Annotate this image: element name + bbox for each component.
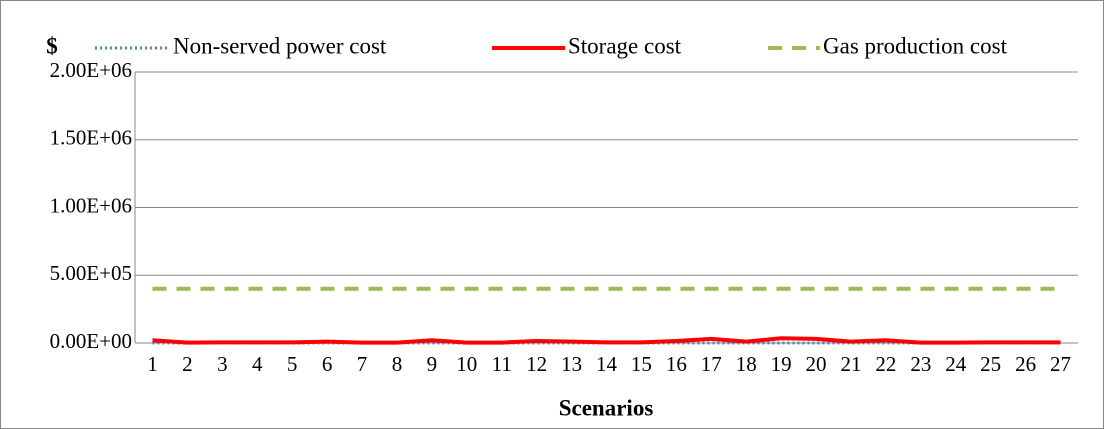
x-tick-label: 13 (561, 352, 582, 376)
x-tick-label: 4 (252, 352, 263, 376)
y-tick-label: 0.00E+00 (50, 329, 132, 353)
x-tick-label: 11 (492, 352, 512, 376)
x-tick-label: 3 (217, 352, 228, 376)
x-tick-label: 9 (427, 352, 438, 376)
x-tick-label: 5 (287, 352, 298, 376)
legend-label: Non-served power cost (173, 33, 387, 58)
legend-label: Storage cost (568, 33, 682, 58)
y-axis-label: $ (46, 33, 58, 58)
x-tick-label: 23 (910, 352, 931, 376)
x-tick-label: 25 (980, 352, 1001, 376)
y-tick-label: 5.00E+05 (50, 261, 132, 285)
y-tick-label: 1.00E+06 (50, 193, 132, 217)
legend-label: Gas production cost (823, 33, 1008, 58)
x-tick-label: 17 (701, 352, 722, 376)
x-tick-label: 8 (392, 352, 403, 376)
x-tick-label: 1 (147, 352, 158, 376)
x-tick-label: 15 (631, 352, 652, 376)
x-axis-label: Scenarios (559, 395, 654, 420)
x-tick-label: 20 (806, 352, 827, 376)
x-tick-label: 6 (322, 352, 333, 376)
x-tick-label: 24 (945, 352, 967, 376)
x-tick-label: 16 (666, 352, 687, 376)
y-tick-label: 2.00E+06 (50, 58, 132, 82)
series-line (152, 336, 1061, 345)
x-tick-label: 22 (875, 352, 896, 376)
x-tick-label: 19 (771, 352, 792, 376)
x-tick-label: 21 (840, 352, 861, 376)
y-tick-label: 1.50E+06 (50, 126, 132, 150)
x-tick-label: 12 (526, 352, 547, 376)
x-tick-label: 2 (182, 352, 193, 376)
x-tick-label: 27 (1050, 352, 1071, 376)
x-tick-label: 7 (357, 352, 368, 376)
x-tick-label: 14 (596, 352, 618, 376)
x-tick-label: 26 (1015, 352, 1036, 376)
x-tick-label: 18 (736, 352, 757, 376)
x-tick-label: 10 (456, 352, 477, 376)
